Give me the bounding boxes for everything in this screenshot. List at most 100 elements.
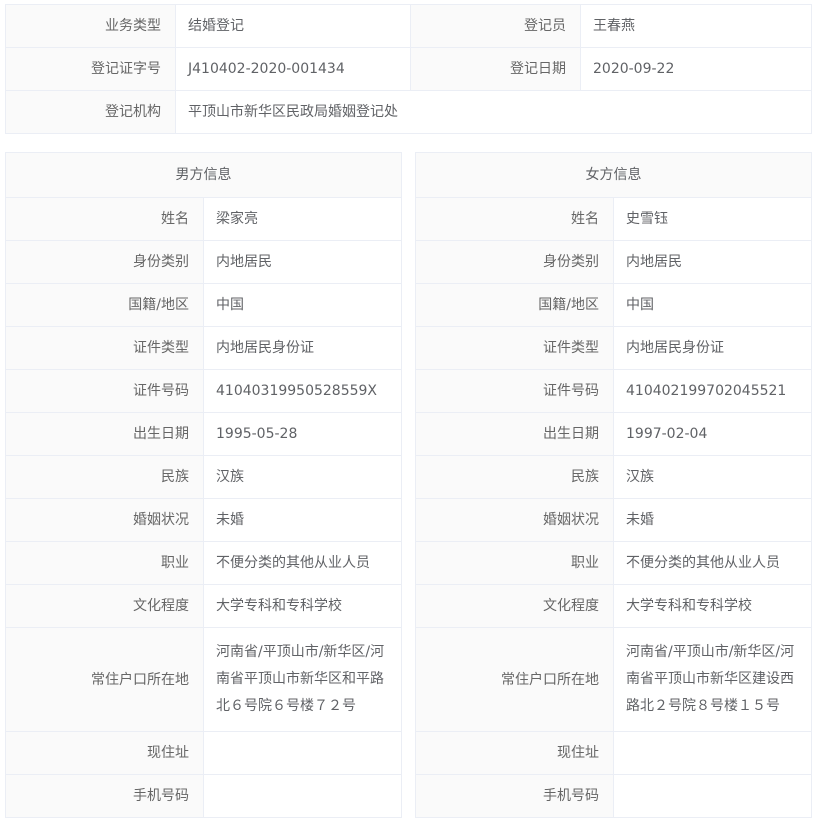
female-value-household-address: 河南省/平顶山市/新华区/河南省平顶山市新华区建设西路北２号院８号楼１５号	[613, 627, 812, 732]
female-value-birth-date: 1997-02-04	[613, 412, 812, 456]
table-row: 婚姻状况 未婚	[415, 498, 812, 542]
male-value-education: 大学专科和专科学校	[203, 584, 402, 628]
female-label-id-number: 证件号码	[415, 369, 614, 413]
male-label-occupation: 职业	[5, 541, 204, 585]
table-row-header: 女方信息	[415, 152, 812, 198]
table-row: 姓名 梁家亮	[5, 197, 402, 241]
table-row: 姓名 史雪钰	[415, 197, 812, 241]
table-row: 文化程度 大学专科和专科学校	[415, 584, 812, 628]
field-value-business-type: 结婚登记	[175, 4, 411, 48]
male-value-id-type: 内地居民身份证	[203, 326, 402, 370]
table-row: 出生日期 1995-05-28	[5, 412, 402, 456]
table-row: 职业 不便分类的其他从业人员	[5, 541, 402, 585]
male-label-household-address: 常住户口所在地	[5, 627, 204, 732]
table-row: 民族 汉族	[5, 455, 402, 499]
female-value-id-type: 内地居民身份证	[613, 326, 812, 370]
female-info-table: 女方信息 姓名 史雪钰 身份类别 内地居民 国籍/地区 中国	[415, 152, 812, 818]
field-label-institution: 登记机构	[5, 90, 176, 134]
male-value-name: 梁家亮	[203, 197, 402, 241]
female-party-panel: 女方信息 姓名 史雪钰 身份类别 内地居民 国籍/地区 中国	[415, 152, 812, 818]
field-label-certificate-number: 登记证字号	[5, 47, 176, 91]
female-label-current-address: 现住址	[415, 731, 614, 775]
party-panels: 男方信息 姓名 梁家亮 身份类别 内地居民 国籍/地区 中国	[5, 152, 812, 818]
male-label-phone: 手机号码	[5, 774, 204, 818]
table-row: 现住址	[415, 731, 812, 775]
male-label-identity-category: 身份类别	[5, 240, 204, 284]
female-value-occupation: 不便分类的其他从业人员	[613, 541, 812, 585]
table-row: 证件类型 内地居民身份证	[415, 326, 812, 370]
field-value-institution: 平顶山市新华区民政局婚姻登记处	[175, 90, 812, 134]
table-row: 婚姻状况 未婚	[5, 498, 402, 542]
male-value-ethnicity: 汉族	[203, 455, 402, 499]
male-value-identity-category: 内地居民	[203, 240, 402, 284]
female-panel-title: 女方信息	[415, 152, 812, 198]
registration-record-page: 业务类型 结婚登记 登记员 王春燕 登记证字号 J410402-2020-001…	[5, 4, 812, 818]
male-value-birth-date: 1995-05-28	[203, 412, 402, 456]
male-value-marital-status: 未婚	[203, 498, 402, 542]
female-label-household-address: 常住户口所在地	[415, 627, 614, 732]
male-label-education: 文化程度	[5, 584, 204, 628]
table-row: 身份类别 内地居民	[415, 240, 812, 284]
table-row: 登记证字号 J410402-2020-001434 登记日期 2020-09-2…	[5, 47, 812, 91]
male-info-table: 男方信息 姓名 梁家亮 身份类别 内地居民 国籍/地区 中国	[5, 152, 402, 818]
table-row: 证件号码 41040319950528559X	[5, 369, 402, 413]
male-label-birth-date: 出生日期	[5, 412, 204, 456]
female-value-identity-category: 内地居民	[613, 240, 812, 284]
female-label-education: 文化程度	[415, 584, 614, 628]
male-value-occupation: 不便分类的其他从业人员	[203, 541, 402, 585]
field-label-business-type: 业务类型	[5, 4, 176, 48]
table-row: 国籍/地区 中国	[5, 283, 402, 327]
female-value-nationality: 中国	[613, 283, 812, 327]
male-value-nationality: 中国	[203, 283, 402, 327]
table-row: 出生日期 1997-02-04	[415, 412, 812, 456]
table-row: 手机号码	[415, 774, 812, 818]
table-row: 证件号码 410402199702045521	[415, 369, 812, 413]
table-row: 现住址	[5, 731, 402, 775]
table-row: 业务类型 结婚登记 登记员 王春燕	[5, 4, 812, 48]
male-label-marital-status: 婚姻状况	[5, 498, 204, 542]
table-row-header: 男方信息	[5, 152, 402, 198]
table-row: 手机号码	[5, 774, 402, 818]
table-row: 常住户口所在地 河南省/平顶山市/新华区/河南省平顶山市新华区和平路北６号院６号…	[5, 627, 402, 732]
male-label-nationality: 国籍/地区	[5, 283, 204, 327]
female-value-id-number: 410402199702045521	[613, 369, 812, 413]
male-value-phone	[203, 774, 402, 818]
female-value-phone	[613, 774, 812, 818]
female-label-nationality: 国籍/地区	[415, 283, 614, 327]
male-label-id-type: 证件类型	[5, 326, 204, 370]
male-panel-title: 男方信息	[5, 152, 402, 198]
male-label-name: 姓名	[5, 197, 204, 241]
female-label-name: 姓名	[415, 197, 614, 241]
female-value-current-address	[613, 731, 812, 775]
female-label-identity-category: 身份类别	[415, 240, 614, 284]
field-value-registration-date: 2020-09-22	[580, 47, 812, 91]
female-label-birth-date: 出生日期	[415, 412, 614, 456]
field-value-certificate-number: J410402-2020-001434	[175, 47, 411, 91]
table-row: 文化程度 大学专科和专科学校	[5, 584, 402, 628]
table-row: 民族 汉族	[415, 455, 812, 499]
table-row: 登记机构 平顶山市新华区民政局婚姻登记处	[5, 90, 812, 134]
male-label-id-number: 证件号码	[5, 369, 204, 413]
female-label-phone: 手机号码	[415, 774, 614, 818]
table-row: 身份类别 内地居民	[5, 240, 402, 284]
female-value-ethnicity: 汉族	[613, 455, 812, 499]
field-value-registrar: 王春燕	[580, 4, 812, 48]
male-party-panel: 男方信息 姓名 梁家亮 身份类别 内地居民 国籍/地区 中国	[5, 152, 402, 818]
table-row: 常住户口所在地 河南省/平顶山市/新华区/河南省平顶山市新华区建设西路北２号院８…	[415, 627, 812, 732]
summary-table: 业务类型 结婚登记 登记员 王春燕 登记证字号 J410402-2020-001…	[5, 4, 812, 134]
table-row: 职业 不便分类的其他从业人员	[415, 541, 812, 585]
female-value-marital-status: 未婚	[613, 498, 812, 542]
male-label-current-address: 现住址	[5, 731, 204, 775]
field-label-registrar: 登记员	[410, 4, 581, 48]
female-label-marital-status: 婚姻状况	[415, 498, 614, 542]
male-label-ethnicity: 民族	[5, 455, 204, 499]
female-value-name: 史雪钰	[613, 197, 812, 241]
male-value-id-number: 41040319950528559X	[203, 369, 402, 413]
female-label-id-type: 证件类型	[415, 326, 614, 370]
female-value-education: 大学专科和专科学校	[613, 584, 812, 628]
female-label-occupation: 职业	[415, 541, 614, 585]
table-row: 国籍/地区 中国	[415, 283, 812, 327]
male-value-current-address	[203, 731, 402, 775]
female-label-ethnicity: 民族	[415, 455, 614, 499]
field-label-registration-date: 登记日期	[410, 47, 581, 91]
